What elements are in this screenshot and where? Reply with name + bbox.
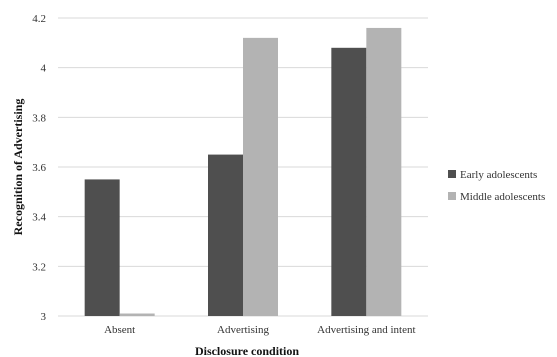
y-tick-label: 4 [41,63,47,75]
x-tick-label: Advertising and intent [317,324,415,336]
x-tick-label: Advertising [217,324,269,336]
bar-middle-adolescents-1 [243,37,278,316]
y-axis-ticks: 3 3.2 3.4 3.6 3.8 4 4.2 [32,13,46,323]
bar-early-adolescents-2 [331,47,367,317]
legend-label: Middle adolescents [460,191,545,203]
legend-label: Early adolescents [460,169,537,181]
y-tick-label: 3 [41,311,47,323]
x-tick-label: Absent [104,324,135,336]
y-tick-label: 3.6 [32,162,46,174]
y-tick-label: 3.4 [32,212,46,224]
legend: Early adolescents Middle adolescents [448,169,545,203]
legend-swatch [448,170,456,178]
bar-middle-adolescents-2 [366,27,402,317]
bar-early-adolescents-0 [84,179,120,316]
y-tick-label: 4.2 [32,13,46,25]
x-axis-ticks: Absent Advertising Advertising and intent [104,324,415,336]
x-axis-title: Disclosure condition [195,344,299,357]
legend-swatch [448,192,456,200]
y-tick-label: 3.8 [32,112,46,124]
y-tick-label: 3.2 [32,261,46,273]
bar-early-adolescents-1 [208,154,243,316]
bars [84,27,402,317]
bar-middle-adolescents-0 [119,313,155,316]
y-axis-title: Recognition of Advertising [11,99,25,236]
